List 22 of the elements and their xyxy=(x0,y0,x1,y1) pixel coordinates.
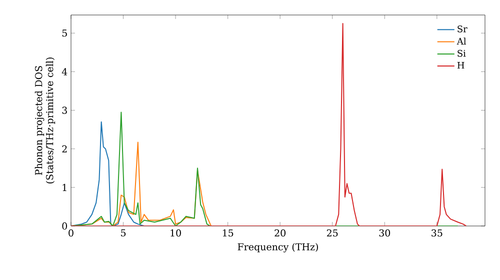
x-tick-label: 15 xyxy=(222,229,234,237)
y-axis-title: Phonon projected DOS (States/THz·primitive cell) xyxy=(34,58,56,184)
x-tick-label: 5 xyxy=(121,229,126,236)
y-tick-label: 2 xyxy=(62,145,67,152)
x-tick-label: 25 xyxy=(326,229,338,237)
y-tick-label: 4 xyxy=(62,68,68,76)
x-tick-label: 10 xyxy=(170,229,181,237)
x-tick-label: 35 xyxy=(432,229,442,237)
y-tick-label: 1 xyxy=(62,184,66,191)
line-series xyxy=(71,22,467,226)
legend-label: Sr xyxy=(458,26,468,32)
x-tick-label: 0 xyxy=(68,229,74,237)
y-tick-label: 0 xyxy=(62,222,68,230)
x-axis-title: Frequency (THz) xyxy=(238,243,318,252)
y-tick-label: 5 xyxy=(62,30,67,37)
legend-label: H xyxy=(457,62,464,69)
legend-label: Al xyxy=(456,38,466,44)
line-series xyxy=(71,121,145,226)
x-tick-label: 30 xyxy=(379,229,390,237)
legend-label: Si xyxy=(458,50,466,57)
y-tick-label: 3 xyxy=(62,106,67,114)
x-tick-label: 20 xyxy=(274,229,286,237)
